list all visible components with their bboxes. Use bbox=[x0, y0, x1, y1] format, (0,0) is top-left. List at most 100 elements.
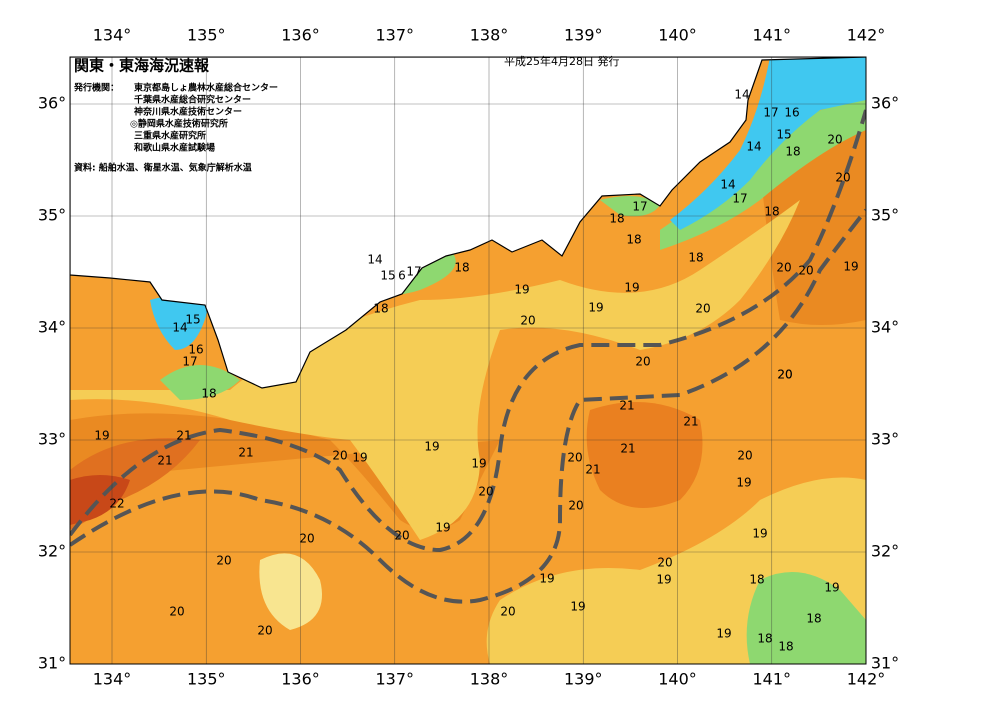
contour-label: 22 bbox=[109, 497, 124, 511]
issuer: ◎静岡県水産技術研究所 bbox=[130, 118, 228, 130]
contour-label: 20 bbox=[216, 554, 231, 568]
lon-tick-label: 139° bbox=[564, 670, 603, 689]
lon-tick-label: 142° bbox=[847, 670, 886, 689]
contour-label: 20 bbox=[568, 499, 583, 513]
sea-cool bbox=[600, 196, 660, 217]
lat-tick-label: 33° bbox=[38, 430, 66, 449]
lat-tick-label: 32° bbox=[38, 542, 66, 561]
contour-label: 20 bbox=[500, 605, 515, 619]
lat-tick-label: 35° bbox=[871, 206, 899, 225]
contour-label: 17 bbox=[406, 265, 421, 279]
sea-cool bbox=[746, 572, 866, 664]
lon-tick-label: 135° bbox=[187, 26, 226, 45]
contour-label: 6 bbox=[398, 269, 406, 283]
contour-label: 20 bbox=[567, 451, 582, 465]
contour-label: 21 bbox=[620, 442, 635, 456]
contour-label: 19 bbox=[471, 457, 486, 471]
issuer: 和歌山県水産試験場 bbox=[133, 142, 215, 154]
contour-label: 19 bbox=[352, 451, 367, 465]
contour-label: 19 bbox=[624, 281, 639, 295]
contour-label: 20 bbox=[169, 605, 184, 619]
contour-label: 20 bbox=[478, 485, 493, 499]
lon-tick-label: 138° bbox=[470, 670, 509, 689]
contour-label: 20 bbox=[332, 449, 347, 463]
lon-tick-label: 135° bbox=[187, 670, 226, 689]
contour-label: 19 bbox=[94, 429, 109, 443]
lon-tick-label: 136° bbox=[281, 26, 320, 45]
lat-tick-label: 36° bbox=[871, 94, 899, 113]
contour-label: 19 bbox=[514, 283, 529, 297]
lon-tick-label: 140° bbox=[658, 670, 697, 689]
sea-cold bbox=[150, 295, 210, 350]
lon-tick-label: 141° bbox=[752, 26, 791, 45]
contour-label: 16 bbox=[188, 343, 203, 357]
contour-label: 20 bbox=[520, 314, 535, 328]
contour-label: 20 bbox=[635, 355, 650, 369]
lat-tick-label: 35° bbox=[38, 206, 66, 225]
issuer: 神奈川県水産技術センター bbox=[134, 106, 242, 118]
contour-label: 18 bbox=[757, 632, 772, 646]
warm-eddy bbox=[586, 402, 703, 508]
lat-tick-label: 31° bbox=[871, 654, 899, 673]
contour-label: 15 bbox=[185, 313, 200, 327]
sea-mild bbox=[360, 430, 470, 520]
issuer: 東京都島しょ農林水産総合センター bbox=[134, 82, 278, 94]
lon-tick-label: 141° bbox=[752, 670, 791, 689]
issuer: 千葉県水産総合研究センター bbox=[134, 94, 251, 106]
contour-label: 21 bbox=[157, 454, 172, 468]
contour-label: 17 bbox=[632, 200, 647, 214]
contour-label: 14 bbox=[367, 253, 382, 267]
contour-label: 18 bbox=[749, 573, 764, 587]
lon-tick-label: 139° bbox=[564, 26, 603, 45]
contour-label: 20 bbox=[657, 556, 672, 570]
contour-label: 17 bbox=[763, 106, 778, 120]
contour-label: 19 bbox=[716, 627, 731, 641]
contour-label: 15 bbox=[380, 269, 395, 283]
contour-label: 15 bbox=[776, 128, 791, 142]
contour-label: 21 bbox=[585, 463, 600, 477]
land bbox=[70, 57, 866, 389]
lat-tick-label: 34° bbox=[871, 318, 899, 337]
contour-label: 19 bbox=[435, 521, 450, 535]
contour-label: 17 bbox=[732, 192, 747, 206]
contour-label: 21 bbox=[683, 415, 698, 429]
map-frame bbox=[69, 56, 867, 665]
sea-cool bbox=[660, 100, 866, 250]
contour-label: 19 bbox=[843, 260, 858, 274]
lat-tick-label: 31° bbox=[38, 654, 66, 673]
lat-tick-label: 34° bbox=[38, 318, 66, 337]
contour-label: 18 bbox=[785, 145, 800, 159]
contour-label: 18 bbox=[764, 205, 779, 219]
lon-tick-label: 138° bbox=[470, 26, 509, 45]
contour-label: 18 bbox=[778, 640, 793, 654]
contour-label: 20 bbox=[777, 368, 792, 382]
contour-label: 20 bbox=[776, 261, 791, 275]
contour-label: 20 bbox=[835, 171, 850, 185]
lon-tick-label: 134° bbox=[93, 26, 132, 45]
lon-tick-label: 136° bbox=[281, 670, 320, 689]
lon-tick-label: 134° bbox=[93, 670, 132, 689]
contour-label: 19 bbox=[824, 581, 839, 595]
lon-tick-label: 137° bbox=[375, 670, 414, 689]
contour-label: 20 bbox=[695, 302, 710, 316]
sea-pale bbox=[259, 553, 322, 630]
contour-label: 21 bbox=[238, 446, 253, 460]
lat-tick-label: 32° bbox=[871, 542, 899, 561]
contour-label: 14 bbox=[734, 88, 749, 102]
contour-label: 17 bbox=[182, 355, 197, 369]
contour-label: 18 bbox=[373, 302, 388, 316]
contour-label: 14 bbox=[746, 140, 761, 154]
issue-date: 平成25年4月28日 発行 bbox=[504, 54, 620, 68]
contour-label: 20 bbox=[299, 532, 314, 546]
contour-label: 18 bbox=[806, 612, 821, 626]
lon-tick-label: 142° bbox=[847, 26, 886, 45]
kuroshio-path bbox=[70, 109, 866, 553]
lat-tick-label: 33° bbox=[871, 430, 899, 449]
contour-label: 21 bbox=[619, 399, 634, 413]
lon-tick-label: 140° bbox=[658, 26, 697, 45]
contour-label: 20 bbox=[827, 133, 842, 147]
title: 関東・東海海況速報 bbox=[74, 57, 210, 75]
contour-label: 21 bbox=[176, 429, 191, 443]
contour-label: 20 bbox=[777, 368, 792, 382]
lat-tick-label: 36° bbox=[38, 94, 66, 113]
